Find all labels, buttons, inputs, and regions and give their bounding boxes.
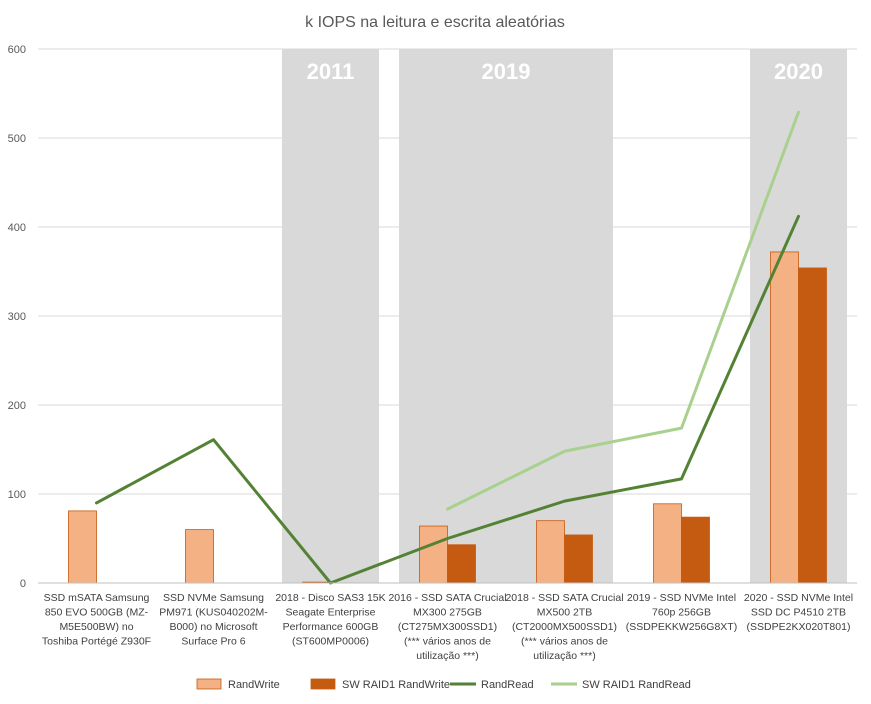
category-label-line: SSD NVMe Samsung	[163, 592, 264, 604]
bar-randwrite	[419, 525, 448, 584]
axes: 0 100 200 300 400 500 600 SSD mSATA Samsung 850 …	[8, 44, 857, 662]
category-label: SSD NVMe Samsung PM971 (KUS040202M- B000) …	[159, 592, 268, 648]
legend-label: SW RAID1 RandRead	[582, 679, 691, 691]
bar-randwrite	[653, 503, 682, 584]
category-label-line: 850 EVO 500GB (MZ-	[45, 607, 149, 619]
category-label-line: 2018 - Disco SAS3 15K	[275, 592, 385, 604]
y-tick-label: 600	[8, 44, 26, 56]
category-label-line: PM971 (KUS040202M-	[159, 607, 268, 619]
category-label-line: (SSDPEKKW256G8XT)	[626, 621, 737, 633]
category-label-line: MX500 2TB	[537, 607, 592, 619]
category-label-line: M5E500BW) no	[59, 621, 133, 633]
category-label-line: (*** vários anos de	[404, 636, 491, 648]
legend-label: RandRead	[481, 679, 534, 691]
bar-raid1-randwrite	[447, 544, 476, 584]
bar-raid1-randwrite	[798, 267, 827, 584]
y-tick-label: 400	[8, 222, 26, 234]
y-tick-label: 300	[8, 311, 26, 323]
legend: RandWrite SW RAID1 RandWrite RandRead SW RA…	[196, 678, 691, 691]
legend-label: RandWrite	[228, 679, 280, 691]
year-band-label: 2011	[307, 59, 355, 84]
bars	[68, 251, 827, 584]
bar-raid1-randwrite	[564, 534, 593, 584]
category-label-line: (ST600MP0006)	[292, 636, 369, 648]
bar-randwrite	[770, 251, 799, 584]
lines	[95, 110, 800, 585]
chart-title: k IOPS na leitura e escrita aleatórias	[305, 14, 565, 31]
year-band-label: 2019	[482, 59, 531, 84]
category-label-line: (CT275MX300SSD1)	[398, 621, 497, 633]
category-label-line: SSD mSATA Samsung	[44, 592, 150, 604]
category-label-line: (*** vários anos de	[521, 636, 608, 648]
legend-swatch	[310, 678, 336, 690]
bar-raid1-randwrite	[681, 516, 710, 584]
category-label: 2018 - SSD SATA Crucial MX500 2TB (CT2000M…	[505, 592, 623, 662]
category-label-line: Toshiba Portégé Z930F	[42, 636, 151, 648]
category-label-line: (SSDPE2KX020T801)	[747, 621, 851, 633]
category-label-line: MX300 275GB	[413, 607, 482, 619]
category-label-line: 2016 - SSD SATA Crucial	[388, 592, 506, 604]
bar-randwrite	[536, 520, 565, 584]
y-tick-label: 100	[8, 489, 26, 501]
legend-label: SW RAID1 RandWrite	[342, 679, 450, 691]
category-label-line: (CT2000MX500SSD1)	[512, 621, 617, 633]
bar-randwrite	[68, 510, 97, 584]
line-raid1-randread	[446, 110, 800, 511]
category-label: 2020 - SSD NVMe Intel SSD DC P4510 2TB (SS…	[744, 592, 853, 633]
bar-randwrite	[185, 529, 214, 584]
legend-swatch	[196, 678, 222, 690]
y-tick-label: 200	[8, 400, 26, 412]
category-label-line: B000) no Microsoft	[169, 621, 257, 633]
category-label-line: Performance 600GB	[283, 621, 379, 633]
category-label-line: Surface Pro 6	[181, 636, 245, 648]
y-tick-label: 500	[8, 133, 26, 145]
category-label-line: 2018 - SSD SATA Crucial	[505, 592, 623, 604]
category-label-line: Seagate Enterprise	[286, 607, 376, 619]
line-randread	[95, 214, 800, 585]
y-tick-label: 0	[20, 578, 26, 590]
category-label-line: 760p 256GB	[652, 607, 711, 619]
category-label: 2019 - SSD NVMe Intel 760p 256GB (SSDPEKKW…	[626, 592, 737, 633]
category-label-line: 2019 - SSD NVMe Intel	[627, 592, 736, 604]
category-label: 2018 - Disco SAS3 15K Seagate Enterprise P…	[275, 592, 385, 648]
category-label-line: utilização ***)	[533, 650, 595, 662]
category-label-line: utilização ***)	[416, 650, 478, 662]
category-label-line: SSD DC P4510 2TB	[751, 607, 846, 619]
category-label: SSD mSATA Samsung 850 EVO 500GB (MZ- M5E50…	[42, 592, 151, 648]
year-band-label: 2020	[774, 59, 823, 84]
category-label: 2016 - SSD SATA Crucial MX300 275GB (CT275…	[388, 592, 506, 662]
category-label-line: 2020 - SSD NVMe Intel	[744, 592, 853, 604]
